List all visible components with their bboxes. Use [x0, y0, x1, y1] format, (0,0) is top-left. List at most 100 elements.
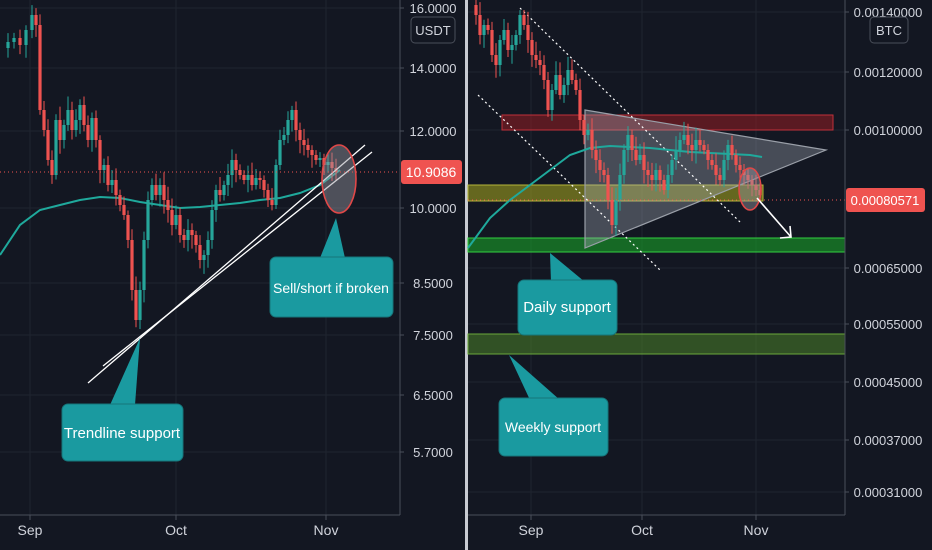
candle-body	[546, 80, 550, 110]
candle-body	[630, 135, 634, 150]
candle-body	[574, 80, 578, 90]
candle-body	[318, 158, 322, 160]
candle-body	[582, 120, 586, 135]
candle-body	[6, 42, 10, 48]
candle-body	[626, 135, 630, 150]
candle-body	[738, 165, 742, 170]
candle-body	[718, 175, 722, 180]
candle-body	[82, 105, 86, 125]
candle-body	[594, 150, 598, 160]
right-candles	[474, 0, 762, 236]
candle-body	[722, 160, 726, 180]
candle-body	[78, 105, 82, 120]
candle-body	[298, 130, 302, 140]
moving-average-line	[467, 144, 763, 249]
candle-body	[114, 180, 118, 195]
y-tick-label: 6.5000	[413, 388, 453, 403]
left-time-scale[interactable]: Sep Oct Nov	[18, 515, 339, 538]
candle-body	[566, 70, 570, 85]
y-tick-label: 10.0000	[410, 201, 457, 216]
weekly-support-label: Weekly support	[505, 419, 601, 435]
candle-body	[302, 140, 306, 145]
candle-body	[518, 15, 522, 35]
right-chart-panel[interactable]: Daily support Weekly support 0.001400000…	[467, 0, 925, 538]
candle-body	[590, 130, 594, 150]
candle-body	[106, 165, 110, 185]
y-tick-label: 0.00140000	[854, 5, 923, 20]
left-candles	[6, 5, 338, 329]
candle-body	[282, 135, 286, 140]
candle-body	[274, 165, 278, 205]
right-currency-label: BTC	[876, 23, 902, 38]
right-time-scale[interactable]: Sep Oct Nov	[519, 515, 769, 538]
candle-body	[254, 178, 258, 185]
left-currency-badge: USDT	[410, 16, 456, 44]
candle-body	[650, 175, 654, 180]
candle-body	[250, 175, 254, 185]
right-break-circle	[738, 167, 762, 211]
daily-support-callout: Daily support	[517, 253, 618, 336]
left-break-circle	[321, 144, 357, 214]
candle-body	[614, 200, 618, 225]
candle-body	[186, 230, 190, 240]
candle-body	[570, 70, 574, 80]
candle-body	[306, 145, 310, 150]
candle-body	[90, 118, 94, 140]
right-price-scale[interactable]: 0.00140000 0.00120000 0.00100000 0.00065000…	[845, 5, 922, 500]
candle-body	[698, 140, 702, 145]
channel-line-upper	[519, 7, 741, 223]
candle-body	[102, 165, 106, 170]
candle-body	[110, 180, 114, 185]
trendline-support-label: Trendline support	[64, 425, 181, 442]
candle-body	[150, 185, 154, 200]
candle-body	[54, 120, 58, 175]
candle-body	[550, 90, 554, 110]
candle-body	[734, 155, 738, 165]
candle-body	[118, 195, 122, 205]
candle-body	[194, 235, 198, 245]
weekly-support-callout: Weekly support	[498, 355, 609, 457]
left-price-scale[interactable]: 16.0000 14.0000 12.0000 10.0000 8.5000 7.5000…	[400, 1, 457, 460]
candle-body	[58, 120, 62, 140]
y-tick-label: 0.00037000	[854, 433, 923, 448]
y-tick-label: 0.00055000	[854, 317, 923, 332]
x-tick-label: Sep	[18, 522, 43, 538]
candle-body	[618, 175, 622, 200]
descending-triangle	[584, 109, 829, 249]
candle-body	[206, 240, 210, 255]
candle-body	[234, 160, 238, 170]
y-tick-label: 14.0000	[410, 61, 457, 76]
candle-body	[210, 210, 214, 240]
candle-body	[498, 40, 502, 65]
candle-body	[70, 110, 74, 130]
candle-body	[654, 170, 658, 180]
x-tick-label: Oct	[165, 522, 187, 538]
candle-body	[606, 175, 610, 200]
channel-line-lower	[477, 94, 661, 271]
candle-body	[190, 230, 194, 235]
left-chart-panel[interactable]: Trendline support Sell/short if broken 1…	[0, 0, 462, 538]
sell-short-label: Sell/short if broken	[273, 280, 389, 296]
candle-body	[702, 145, 706, 150]
candle-body	[30, 15, 34, 30]
panel-divider[interactable]	[465, 0, 468, 550]
candle-body	[622, 150, 626, 175]
candle-body	[758, 190, 762, 195]
candle-body	[642, 155, 646, 170]
candle-body	[146, 200, 150, 240]
candle-body	[646, 170, 650, 175]
candle-body	[666, 175, 670, 190]
candle-body	[246, 175, 250, 180]
candle-body	[278, 140, 282, 165]
candle-body	[98, 140, 102, 170]
candle-body	[130, 240, 134, 290]
candle-body	[482, 25, 486, 35]
candle-body	[74, 120, 78, 130]
candle-body	[522, 15, 526, 25]
candle-body	[24, 30, 28, 45]
candle-body	[670, 160, 674, 175]
x-tick-label: Nov	[314, 522, 339, 538]
candle-body	[158, 185, 162, 195]
candle-body	[638, 155, 642, 160]
